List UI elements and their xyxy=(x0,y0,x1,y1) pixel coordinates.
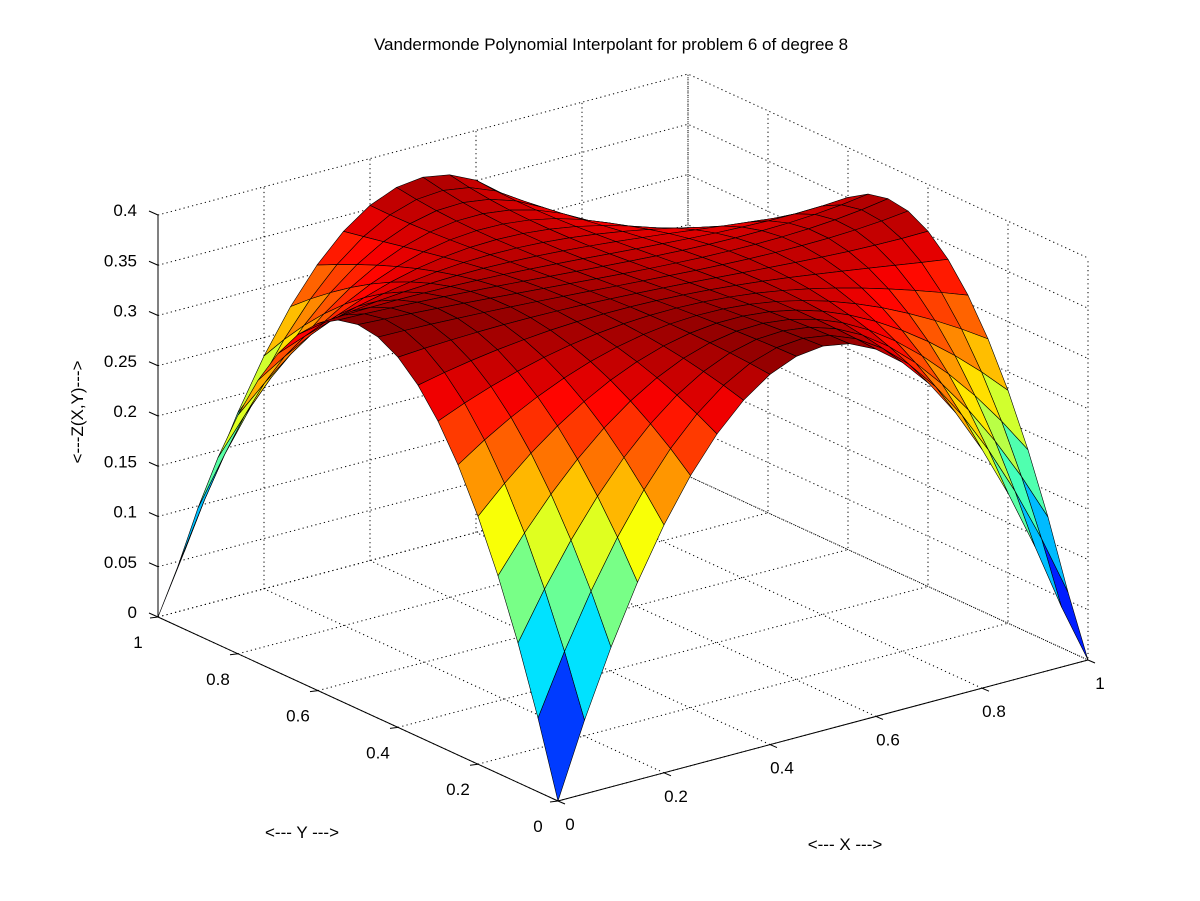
grid-line-x xyxy=(369,158,771,746)
y-tick xyxy=(469,763,479,766)
z-tick xyxy=(148,361,159,367)
tick-labels: 0 0.2 0.4 0.6 0.8 1 0 0.2 0.4 0.6 0.8 1 0 0.05 0.1 0.15… xyxy=(104,201,1105,836)
x-axis-label: <--- X ---> xyxy=(808,835,883,854)
y-tick xyxy=(229,653,239,656)
y-tick-label: 0.6 xyxy=(286,707,310,726)
y-tick xyxy=(309,690,319,693)
z-tick xyxy=(148,562,159,568)
x-tick-label: 1 xyxy=(1095,674,1104,693)
y-tick-label: 0.2 xyxy=(446,780,470,799)
z-tick-label: 0.25 xyxy=(104,352,137,371)
z-tick xyxy=(148,411,159,417)
y-tick-label: 0 xyxy=(533,817,542,836)
x-tick-label: 0.8 xyxy=(982,702,1006,721)
x-tick-label: 0 xyxy=(565,815,574,834)
surface-patch xyxy=(177,454,225,567)
surface-patch xyxy=(184,439,232,552)
z-tick-label: 0 xyxy=(128,603,137,622)
x-tick-label: 0.2 xyxy=(664,787,688,806)
surface-patch xyxy=(1021,476,1069,593)
z-tick xyxy=(148,512,159,517)
y-tick-label: 1 xyxy=(133,633,142,652)
z-tick-label: 0.1 xyxy=(113,503,137,522)
y-tick xyxy=(389,726,399,729)
surface-mesh xyxy=(157,174,1089,802)
z-tick-label: 0.35 xyxy=(104,251,137,270)
grid-line-x xyxy=(475,130,877,717)
z-tick xyxy=(148,612,159,618)
x-tick xyxy=(557,800,566,805)
surface-patch xyxy=(217,382,265,458)
z-tick-label: 0.2 xyxy=(113,402,137,421)
x-tick xyxy=(981,687,990,692)
y-tick-label: 0.8 xyxy=(206,670,230,689)
x-tick xyxy=(875,715,884,720)
x-tick xyxy=(769,744,778,749)
y-tick xyxy=(549,800,559,803)
surface-patch xyxy=(204,406,252,501)
z-tick-label: 0.3 xyxy=(113,302,137,321)
z-tick xyxy=(148,311,159,316)
surface-patch xyxy=(197,415,245,509)
y-axis-line xyxy=(157,616,559,802)
y-axis-label: <--- Y ---> xyxy=(265,823,339,842)
z-tick-label: 0.15 xyxy=(104,452,137,471)
surface-patch xyxy=(537,651,585,802)
grid-line-x xyxy=(263,186,665,774)
x-axis-line xyxy=(557,659,1089,802)
y-tick-label: 0.4 xyxy=(366,743,390,762)
chart-title: Vandermonde Polynomial Interpolant for p… xyxy=(374,35,848,54)
y-tick xyxy=(149,616,159,619)
z-tick xyxy=(148,461,159,467)
x-tick-label: 0.6 xyxy=(876,730,900,749)
x-tick xyxy=(1087,659,1096,664)
z-tick-label: 0.4 xyxy=(113,201,137,220)
z-tick-label: 0.05 xyxy=(104,553,137,572)
x-tick xyxy=(663,772,672,777)
z-tick xyxy=(148,260,159,266)
x-tick-label: 0.4 xyxy=(770,759,794,778)
z-tick xyxy=(148,210,159,216)
z-axis-label: <---Z(X,Y)---> xyxy=(68,360,87,463)
